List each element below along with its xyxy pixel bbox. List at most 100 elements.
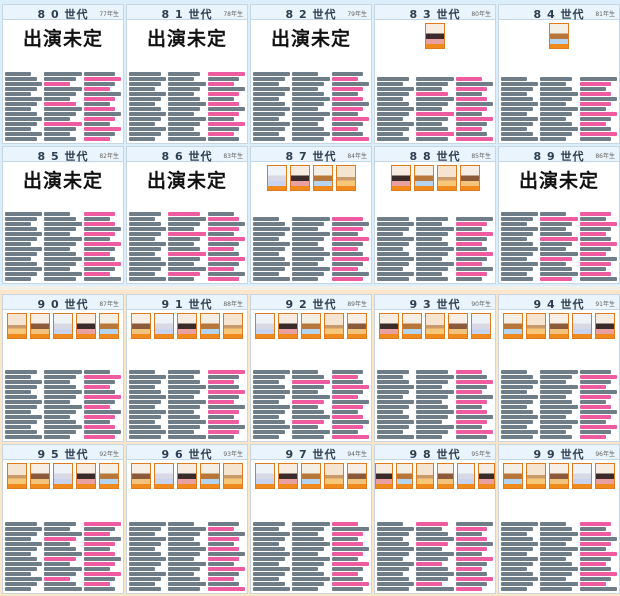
name-entry (129, 430, 167, 434)
name-entry (168, 430, 195, 434)
name-entry (83, 137, 110, 141)
name-entry (168, 562, 206, 566)
name-entry (501, 242, 533, 246)
name-entry (540, 117, 567, 121)
name-entry (44, 370, 82, 374)
generation-cell-83: 8 3 世代 80年生 (374, 4, 496, 144)
name-entry (253, 562, 280, 566)
name-entry (331, 547, 369, 551)
name-entry (253, 577, 280, 581)
name-entry (416, 137, 449, 141)
generation-header: 8 4 世代 81年生 (499, 5, 619, 21)
generation-cell-82: 8 2 世代 79年生 出演未定 (250, 4, 372, 144)
birth-year: 77年生 (99, 11, 119, 18)
name-entry (5, 127, 32, 131)
name-entry (207, 435, 234, 439)
name-entry (253, 227, 291, 231)
name-entry (579, 132, 617, 136)
name-entry (129, 547, 156, 551)
name-column (455, 217, 493, 281)
name-entry (83, 107, 116, 111)
name-entry (416, 92, 449, 96)
name-entry (455, 557, 493, 561)
name-entry (579, 552, 617, 556)
name-entry (83, 577, 116, 581)
name-entry (331, 117, 369, 121)
character-portrait (278, 463, 298, 489)
name-entry (129, 370, 156, 374)
name-entry (540, 112, 573, 116)
name-entry (44, 582, 77, 586)
name-entry (168, 127, 195, 131)
name-entry (253, 242, 291, 246)
name-entry (579, 232, 606, 236)
name-entry (540, 237, 578, 241)
generation-title: 9 7 世代 (285, 448, 337, 461)
generation-cell-90: 9 0 世代 87年生 (2, 294, 124, 442)
character-portrait (30, 463, 50, 489)
name-entry (579, 572, 617, 576)
name-entry (168, 257, 201, 261)
name-entry (331, 97, 364, 101)
name-entry (377, 572, 404, 576)
name-entry (129, 102, 156, 106)
name-entry (331, 567, 364, 571)
name-entry (331, 122, 364, 126)
name-entry (83, 92, 121, 96)
name-entry (253, 390, 291, 394)
name-entry (292, 557, 330, 561)
name-entry (292, 405, 319, 409)
name-entry (377, 567, 409, 571)
birth-year: 83年生 (223, 153, 243, 160)
name-entry (129, 552, 161, 556)
generation-cell-91: 9 1 世代 88年生 (126, 294, 248, 442)
name-column (253, 522, 291, 591)
name-entry (501, 252, 533, 256)
name-entry (129, 532, 156, 536)
name-entry (501, 237, 528, 241)
name-entry (44, 92, 77, 96)
name-entry (83, 77, 121, 81)
name-entry (377, 232, 404, 236)
name-entry (331, 102, 369, 106)
name-entry (416, 435, 443, 439)
undecided-label: 出演未定 (518, 170, 599, 192)
birth-year: 93年生 (223, 451, 243, 458)
name-entry (455, 237, 488, 241)
generation-cell-84: 8 4 世代 81年生 (498, 4, 620, 144)
name-entry (44, 587, 82, 591)
name-entry (292, 567, 319, 571)
character-portrait (375, 463, 393, 489)
name-entry (44, 107, 82, 111)
character-portraits (251, 313, 371, 340)
name-entry (540, 212, 567, 216)
character-portrait (416, 463, 434, 489)
name-entry (83, 395, 121, 399)
name-entry (44, 137, 77, 141)
name-entry (377, 277, 409, 281)
name-entry (129, 77, 167, 81)
name-entry (331, 380, 364, 384)
name-entry (501, 267, 533, 271)
name-entry (377, 405, 409, 409)
name-column (501, 212, 539, 281)
character-portrait (459, 165, 480, 191)
horse-name-list (5, 72, 121, 141)
name-entry (331, 577, 364, 581)
name-entry (5, 395, 37, 399)
name-entry (540, 380, 567, 384)
character-portrait (301, 463, 321, 489)
name-column (168, 212, 206, 281)
generation-title: 8 1 世代 (161, 8, 213, 21)
name-entry (416, 272, 443, 276)
name-entry (540, 132, 573, 136)
name-entry (253, 527, 280, 531)
name-entry (207, 262, 240, 266)
board-divider (0, 286, 620, 290)
name-entry (540, 385, 578, 389)
name-entry (501, 567, 528, 571)
name-entry (44, 395, 77, 399)
name-entry (540, 552, 573, 556)
name-entry (207, 267, 234, 271)
name-entry (292, 435, 325, 439)
